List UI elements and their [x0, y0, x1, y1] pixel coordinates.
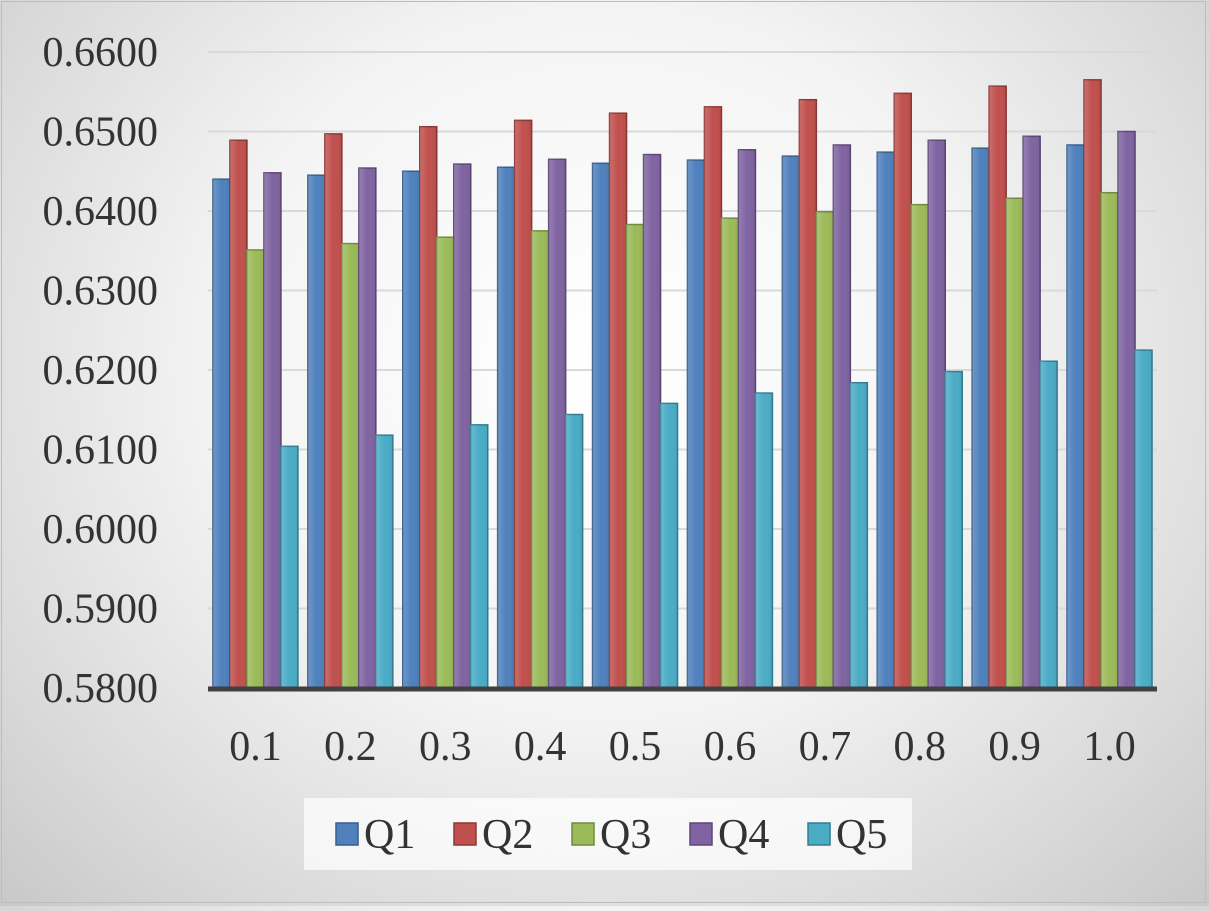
legend-swatch-q5 [807, 822, 831, 846]
bar-highlight [643, 154, 661, 688]
bar-highlight [609, 113, 627, 689]
bar-highlight [497, 167, 515, 688]
bar-highlight [850, 382, 868, 688]
bar-highlight [565, 414, 583, 688]
legend-label-q4: Q4 [718, 812, 769, 858]
y-tick-label: 0.6100 [43, 428, 159, 474]
bar-highlight [877, 152, 895, 689]
legend-label-q3: Q3 [600, 812, 651, 858]
bar-highlight [263, 172, 281, 689]
y-tick-label: 0.6500 [43, 110, 159, 156]
bar-highlight [894, 93, 912, 689]
bar-highlight [531, 230, 549, 688]
bar-highlight [782, 156, 800, 688]
bar-highlight [660, 403, 678, 688]
bar-highlight [911, 204, 929, 688]
y-tick-label: 0.6600 [43, 30, 159, 76]
bar-highlight [816, 211, 834, 689]
bar-highlight [928, 140, 946, 688]
x-tick-label: 0.8 [894, 724, 947, 770]
y-tick-label: 0.5800 [43, 666, 159, 712]
bar-highlight [1084, 79, 1102, 688]
bar-highlight [246, 249, 264, 688]
bar-highlight [1040, 361, 1058, 688]
bar-highlight [945, 371, 963, 688]
bar-highlight [1135, 350, 1153, 688]
bar-highlight [324, 133, 342, 688]
bar-highlight [592, 163, 610, 689]
bar-highlight [375, 435, 393, 688]
bar-highlight [212, 179, 230, 688]
bar-highlight [1067, 145, 1085, 688]
bar-highlight [833, 145, 851, 688]
y-tick-label: 0.5900 [43, 587, 159, 633]
x-tick-label: 0.7 [799, 724, 852, 770]
bar-highlight [229, 140, 247, 688]
bar-highlight [514, 120, 532, 689]
bar-highlight [419, 126, 437, 689]
bar-highlight [402, 171, 420, 688]
legend-swatch-q1 [335, 822, 359, 846]
legend-swatch-q3 [571, 822, 595, 846]
legend-label-q5: Q5 [836, 812, 887, 858]
bar-highlight [704, 106, 722, 689]
bar-highlight [1023, 136, 1041, 688]
bar-highlight [1101, 192, 1119, 688]
x-tick-label: 1.0 [1083, 724, 1136, 770]
bar-highlight [453, 164, 471, 689]
bar-highlight [548, 159, 566, 688]
y-tick-label: 0.6200 [43, 348, 159, 394]
bar-highlight [799, 99, 817, 688]
bar-highlight [972, 148, 990, 688]
bar-highlight [470, 424, 488, 688]
bar-highlight [738, 149, 756, 688]
legend: Q1 Q2 Q3 Q4 Q5 [304, 798, 912, 870]
bar-highlight [436, 237, 454, 689]
legend-label-q2: Q2 [482, 812, 533, 858]
x-tick-label: 0.9 [988, 724, 1041, 770]
bar-highlight [280, 446, 298, 688]
x-tick-label: 0.4 [514, 724, 567, 770]
y-tick-label: 0.6300 [43, 269, 159, 315]
bar-highlight [626, 224, 644, 688]
y-axis-tick-labels: 0.5800 0.5900 0.6000 0.6100 0.6200 0.6300 0.64… [43, 30, 159, 712]
x-tick-label: 0.1 [229, 724, 282, 770]
bar-highlight [989, 86, 1007, 688]
legend-swatch-q4 [689, 822, 713, 846]
x-tick-label: 0.5 [609, 724, 662, 770]
bar-highlight [1006, 198, 1024, 688]
bar-highlight [755, 393, 773, 688]
x-axis-tick-labels: 0.1 0.2 0.3 0.4 0.5 0.6 0.7 0.8 0.9 1.0 [229, 724, 1136, 770]
bar-highlight [687, 160, 705, 688]
bars [212, 79, 1153, 689]
legend-swatch-q2 [453, 822, 477, 846]
bar-highlight [358, 168, 376, 688]
legend-label-q1: Q1 [364, 812, 415, 858]
bar-highlight [1118, 131, 1136, 688]
y-tick-label: 0.6000 [43, 507, 159, 553]
y-tick-label: 0.6400 [43, 189, 159, 235]
x-tick-label: 0.3 [419, 724, 472, 770]
bar-highlight [307, 175, 325, 689]
x-tick-label: 0.2 [324, 724, 377, 770]
x-tick-label: 0.6 [704, 724, 757, 770]
bar-highlight [341, 243, 359, 688]
bar-highlight [721, 218, 739, 688]
